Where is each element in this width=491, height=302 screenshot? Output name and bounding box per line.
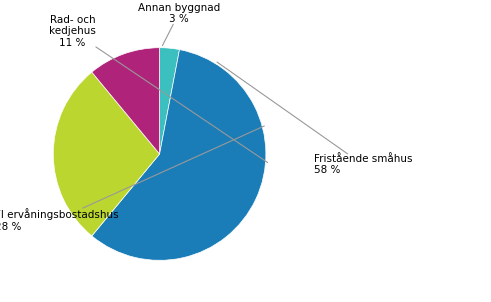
Wedge shape (92, 48, 160, 154)
Wedge shape (92, 50, 266, 260)
Wedge shape (160, 48, 180, 154)
Text: Rad- och
kedjehus
11 %: Rad- och kedjehus 11 % (49, 14, 268, 162)
Text: Annan byggnad
3 %: Annan byggnad 3 % (137, 3, 220, 46)
Text: Fristående småhus
58 %: Fristående småhus 58 % (217, 62, 412, 175)
Text: Fl ervåningsbostadshus
28 %: Fl ervåningsbostadshus 28 % (0, 126, 264, 232)
Wedge shape (53, 72, 160, 236)
